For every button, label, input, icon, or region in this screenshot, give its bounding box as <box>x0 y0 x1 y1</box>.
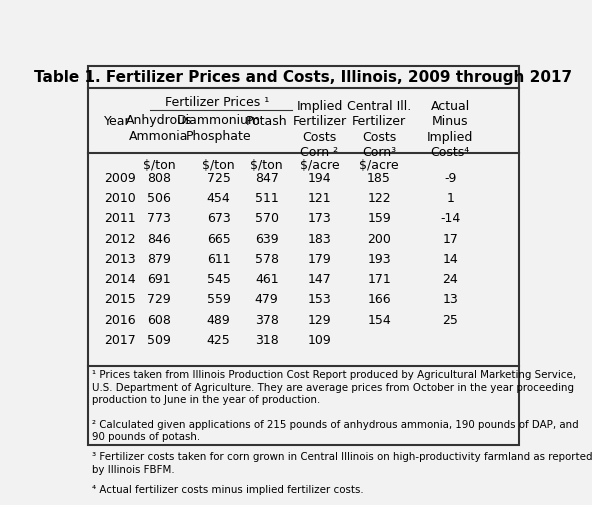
Text: 153: 153 <box>308 293 332 306</box>
Text: 378: 378 <box>255 313 279 326</box>
Text: 673: 673 <box>207 212 230 225</box>
Text: Central Ill.
Fertilizer
Costs
Corn³: Central Ill. Fertilizer Costs Corn³ <box>347 99 411 159</box>
Text: -14: -14 <box>440 212 461 225</box>
Text: 171: 171 <box>367 273 391 286</box>
Text: 121: 121 <box>308 192 332 205</box>
Text: 185: 185 <box>367 172 391 184</box>
Text: ² Calculated given applications of 215 pounds of anhydrous ammonia, 190 pounds o: ² Calculated given applications of 215 p… <box>92 419 579 441</box>
Text: $/ton: $/ton <box>143 159 175 172</box>
Text: 461: 461 <box>255 273 278 286</box>
Text: 570: 570 <box>255 212 279 225</box>
Text: Diammonium
Phosphate: Diammonium Phosphate <box>176 114 260 143</box>
Text: 639: 639 <box>255 232 278 245</box>
Text: 511: 511 <box>255 192 279 205</box>
Text: 665: 665 <box>207 232 230 245</box>
Text: Implied
Fertilizer
Costs
Corn ²: Implied Fertilizer Costs Corn ² <box>292 99 346 159</box>
Text: 578: 578 <box>255 252 279 266</box>
Text: ¹ Prices taken from Illinois Production Cost Report produced by Agricultural Mar: ¹ Prices taken from Illinois Production … <box>92 370 577 405</box>
Text: Table 1. Fertilizer Prices and Costs, Illinois, 2009 through 2017: Table 1. Fertilizer Prices and Costs, Il… <box>34 70 572 85</box>
Text: 773: 773 <box>147 212 171 225</box>
Text: 154: 154 <box>367 313 391 326</box>
Text: 725: 725 <box>207 172 230 184</box>
Text: 545: 545 <box>207 273 230 286</box>
Text: 17: 17 <box>442 232 458 245</box>
Text: Anhydrous
Ammonia: Anhydrous Ammonia <box>126 114 192 143</box>
Text: $/acre: $/acre <box>359 159 399 172</box>
Text: 2010: 2010 <box>104 192 136 205</box>
Text: $/acre: $/acre <box>300 159 339 172</box>
Text: 454: 454 <box>207 192 230 205</box>
Text: 159: 159 <box>367 212 391 225</box>
Text: 2011: 2011 <box>104 212 136 225</box>
Text: 1: 1 <box>446 192 454 205</box>
Text: 2017: 2017 <box>104 333 136 346</box>
Text: 2009: 2009 <box>104 172 136 184</box>
Text: ⁴ Actual fertilizer costs minus implied fertilizer costs.: ⁴ Actual fertilizer costs minus implied … <box>92 484 364 494</box>
Text: 2014: 2014 <box>104 273 136 286</box>
Text: 183: 183 <box>308 232 332 245</box>
Text: 608: 608 <box>147 313 171 326</box>
Text: 129: 129 <box>308 313 332 326</box>
Text: 109: 109 <box>308 333 332 346</box>
Text: 14: 14 <box>442 252 458 266</box>
FancyBboxPatch shape <box>88 67 519 445</box>
Text: Year: Year <box>104 115 130 128</box>
Text: 166: 166 <box>367 293 391 306</box>
Text: 2016: 2016 <box>104 313 136 326</box>
Text: $/ton: $/ton <box>250 159 283 172</box>
Text: 194: 194 <box>308 172 332 184</box>
Text: 509: 509 <box>147 333 171 346</box>
Text: 200: 200 <box>367 232 391 245</box>
Text: 847: 847 <box>255 172 279 184</box>
Text: 2015: 2015 <box>104 293 136 306</box>
Text: 506: 506 <box>147 192 171 205</box>
Text: 559: 559 <box>207 293 230 306</box>
Text: 193: 193 <box>367 252 391 266</box>
Text: 147: 147 <box>308 273 332 286</box>
Text: 691: 691 <box>147 273 170 286</box>
Text: 879: 879 <box>147 252 171 266</box>
Text: -9: -9 <box>444 172 456 184</box>
Text: $/ton: $/ton <box>202 159 235 172</box>
Text: 489: 489 <box>207 313 230 326</box>
Text: Potash: Potash <box>246 115 288 128</box>
Text: Fertilizer Prices ¹: Fertilizer Prices ¹ <box>165 96 269 109</box>
Text: ³ Fertilizer costs taken for corn grown in Central Illinois on high-productivity: ³ Fertilizer costs taken for corn grown … <box>92 451 592 474</box>
Text: 173: 173 <box>308 212 332 225</box>
Text: 318: 318 <box>255 333 279 346</box>
Text: 425: 425 <box>207 333 230 346</box>
Text: 13: 13 <box>442 293 458 306</box>
Text: 729: 729 <box>147 293 170 306</box>
Text: 2012: 2012 <box>104 232 136 245</box>
Text: 122: 122 <box>367 192 391 205</box>
Text: Actual
Minus
Implied
Costs⁴: Actual Minus Implied Costs⁴ <box>427 99 474 159</box>
Text: 846: 846 <box>147 232 170 245</box>
Text: 611: 611 <box>207 252 230 266</box>
Text: 25: 25 <box>442 313 458 326</box>
Text: 808: 808 <box>147 172 171 184</box>
Text: 479: 479 <box>255 293 279 306</box>
Text: 24: 24 <box>442 273 458 286</box>
Text: 2013: 2013 <box>104 252 136 266</box>
Text: 179: 179 <box>308 252 332 266</box>
